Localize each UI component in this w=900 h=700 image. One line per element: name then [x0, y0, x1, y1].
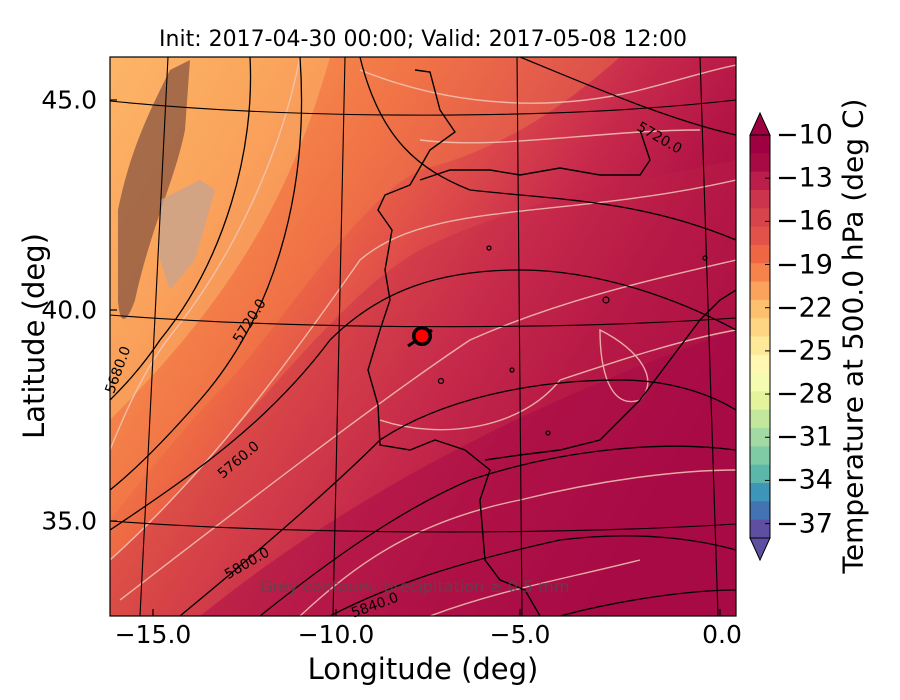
colorbar-segment	[750, 428, 770, 447]
colorbar-tick-label: −13	[776, 162, 833, 194]
x-tick-label: −5.0	[489, 620, 551, 649]
height-contours	[110, 57, 736, 616]
x-axis-label: Longitude (deg)	[307, 652, 539, 686]
temperature-contours	[110, 57, 736, 616]
colorbar-segment	[750, 409, 770, 429]
terrain-relief	[118, 60, 190, 319]
y-tick-label: 40.0	[41, 295, 97, 325]
map-frame	[109, 56, 737, 617]
coastline	[367, 69, 736, 616]
colorbar-segment	[750, 318, 770, 337]
colorbar-tick-label: −37	[776, 508, 833, 540]
colorbar-tick-label: −25	[776, 335, 833, 367]
y-tick-label: 35.0	[41, 506, 97, 536]
graticule	[110, 57, 736, 616]
colorbar-segment	[750, 464, 770, 484]
x-tick-label: −15.0	[114, 620, 192, 649]
colorbar-segment	[750, 135, 770, 154]
colorbar-segment	[750, 244, 770, 264]
colorbar-segment	[750, 299, 770, 319]
colorbar-tick-label: −34	[776, 464, 833, 496]
colorbar-segment	[750, 189, 770, 209]
colorbar-segment	[750, 373, 770, 392]
colorbar-segment	[750, 336, 770, 356]
colorbar-tick-label: −10	[776, 119, 833, 151]
colorbar-segment	[750, 263, 770, 283]
colorbar-tick-label: −19	[776, 249, 833, 281]
colorbar-segment	[750, 153, 770, 173]
colorbar-segment	[750, 281, 770, 301]
colorbar-tick-label: −22	[776, 292, 833, 324]
x-tick-label: −10.0	[297, 620, 375, 649]
colorbar-segment	[750, 519, 770, 539]
y-tick-label: 45.0	[41, 85, 97, 115]
y-axis-label: Latitude (deg)	[17, 233, 51, 439]
colorbar-segment	[750, 446, 770, 466]
map-area	[110, 57, 736, 616]
colorbar-segment	[750, 501, 770, 521]
colorbar-extend-min	[749, 537, 771, 562]
colorbar-label: Temperature at 500.0 hPa (deg C)	[836, 98, 870, 574]
colorbar-segment	[750, 208, 770, 228]
colorbar-segment	[750, 171, 770, 191]
station-marker	[415, 329, 429, 343]
plot-title: Init: 2017-04-30 00:00; Valid: 2017-05-0…	[159, 27, 687, 52]
colorbar-extend-max	[749, 111, 771, 136]
x-tick-label: 0.0	[702, 620, 742, 649]
colorbar-segment	[750, 483, 770, 502]
colorbar-segment	[750, 226, 770, 246]
colorbar-segment	[750, 354, 770, 374]
colorbar-segment	[750, 391, 770, 411]
precip-note: Grey contours: precipitation ≥ 0.5 mm	[260, 577, 570, 596]
colorbar	[749, 111, 771, 562]
colorbar-tick-label: −31	[776, 421, 833, 453]
colorbar-tick-label: −28	[776, 378, 833, 410]
colorbar-tick-label: −16	[776, 205, 833, 237]
